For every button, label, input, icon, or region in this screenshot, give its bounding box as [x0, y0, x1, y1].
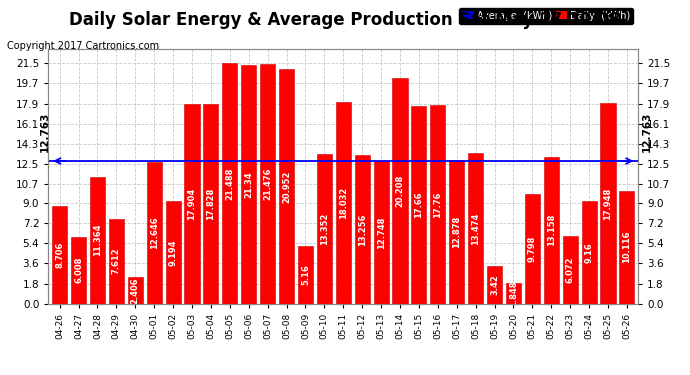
Text: 2.406: 2.406	[131, 277, 140, 304]
Text: 18.032: 18.032	[339, 187, 348, 219]
Text: 17.948: 17.948	[604, 187, 613, 219]
Bar	[562, 236, 578, 304]
Text: 13.256: 13.256	[357, 213, 366, 246]
Bar	[411, 106, 426, 304]
Bar	[468, 153, 483, 304]
Bar	[431, 105, 445, 304]
Bar	[128, 277, 143, 304]
Text: 17.66: 17.66	[415, 192, 424, 218]
Text: 3.42: 3.42	[490, 274, 499, 295]
Bar	[71, 237, 86, 304]
Bar	[90, 177, 105, 304]
Legend: Average  (kWh), Daily  (kWh): Average (kWh), Daily (kWh)	[459, 8, 633, 24]
Bar	[317, 154, 332, 304]
Text: Copyright 2017 Cartronics.com: Copyright 2017 Cartronics.com	[7, 41, 159, 51]
Bar	[373, 161, 388, 304]
Bar	[146, 162, 161, 304]
Text: 17.828: 17.828	[206, 188, 215, 220]
Bar	[109, 219, 124, 304]
Text: 9.194: 9.194	[168, 239, 177, 266]
Bar	[525, 194, 540, 304]
Bar	[279, 69, 294, 304]
Text: 21.488: 21.488	[226, 167, 235, 200]
Bar	[582, 201, 597, 304]
Text: 12.763: 12.763	[39, 112, 50, 152]
Bar	[241, 65, 256, 304]
Bar	[52, 206, 67, 304]
Text: 13.352: 13.352	[320, 213, 329, 245]
Text: 21.476: 21.476	[263, 167, 272, 200]
Bar	[506, 283, 521, 304]
Bar	[393, 78, 408, 304]
Text: 12.748: 12.748	[377, 216, 386, 249]
Text: 20.208: 20.208	[395, 175, 404, 207]
Text: 21.34: 21.34	[244, 171, 253, 198]
Text: 10.116: 10.116	[622, 231, 631, 263]
Text: 20.952: 20.952	[282, 170, 291, 203]
Bar	[204, 104, 219, 304]
Text: 7.612: 7.612	[112, 248, 121, 274]
Text: 11.364: 11.364	[93, 224, 102, 256]
Bar	[487, 266, 502, 304]
Bar	[355, 156, 370, 304]
Text: 5.16: 5.16	[301, 264, 310, 285]
Bar	[336, 102, 351, 304]
Bar	[260, 63, 275, 304]
Text: 9.16: 9.16	[584, 242, 593, 263]
Text: 6.008: 6.008	[74, 257, 83, 284]
Bar	[222, 63, 237, 304]
Text: 17.76: 17.76	[433, 191, 442, 217]
Bar	[620, 190, 635, 304]
Bar	[166, 201, 181, 304]
Text: 8.706: 8.706	[55, 242, 64, 268]
Text: 17.904: 17.904	[188, 188, 197, 220]
Bar	[449, 160, 464, 304]
Bar	[600, 103, 615, 304]
Bar	[298, 246, 313, 304]
Bar	[184, 104, 199, 304]
Text: 13.474: 13.474	[471, 212, 480, 244]
Text: 6.072: 6.072	[566, 256, 575, 283]
Text: 12.646: 12.646	[150, 217, 159, 249]
Text: Daily Solar Energy & Average Production Sat May 27 20:08: Daily Solar Energy & Average Production …	[69, 11, 621, 29]
Text: 12.878: 12.878	[452, 216, 461, 248]
Text: 12.763: 12.763	[642, 112, 652, 152]
Bar	[544, 157, 559, 304]
Text: 9.798: 9.798	[528, 236, 537, 262]
Text: 1.848: 1.848	[509, 280, 518, 307]
Text: 13.158: 13.158	[546, 214, 555, 246]
